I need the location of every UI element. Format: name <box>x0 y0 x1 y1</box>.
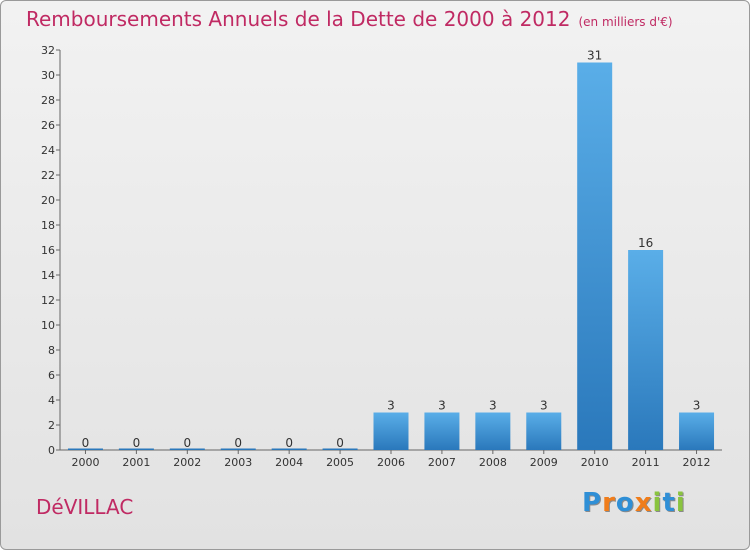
x-tick-label: 2006 <box>377 456 405 469</box>
y-tick-label: 4 <box>48 394 55 407</box>
bar <box>424 412 460 450</box>
bar <box>475 412 511 450</box>
logo-letter: i <box>675 488 686 518</box>
x-tick-label: 2003 <box>224 456 252 469</box>
unit-note: (en milliers d'€) <box>578 15 673 29</box>
y-tick-label: 0 <box>48 444 55 457</box>
chart-title-block: Remboursements Annuels de la Dette de 20… <box>26 7 673 31</box>
logo-letter: r <box>602 488 616 518</box>
data-label: 0 <box>133 436 141 450</box>
logo-letter: P <box>582 488 603 518</box>
data-label: 0 <box>336 436 344 450</box>
x-tick-label: 2000 <box>71 456 99 469</box>
bar <box>271 448 307 450</box>
y-tick-label: 18 <box>41 219 55 232</box>
y-tick-label: 28 <box>41 94 55 107</box>
x-tick-label: 2007 <box>428 456 456 469</box>
x-tick-label: 2001 <box>122 456 150 469</box>
bar <box>169 448 205 450</box>
x-tick-label: 2004 <box>275 456 303 469</box>
y-tick-label: 6 <box>48 369 55 382</box>
data-label: 3 <box>693 399 701 413</box>
y-tick-label: 10 <box>41 319 55 332</box>
data-label: 3 <box>540 399 548 413</box>
y-tick-label: 16 <box>41 244 55 257</box>
data-label: 0 <box>82 436 90 450</box>
data-label: 0 <box>285 436 293 450</box>
data-label: 3 <box>387 399 395 413</box>
data-label: 0 <box>183 436 191 450</box>
x-tick-label: 2011 <box>632 456 660 469</box>
bar <box>526 412 562 450</box>
y-tick-label: 12 <box>41 294 55 307</box>
y-tick-label: 32 <box>41 44 55 57</box>
x-tick-label: 2008 <box>479 456 507 469</box>
y-tick-label: 8 <box>48 344 55 357</box>
data-label: 3 <box>438 399 446 413</box>
x-tick-label: 2009 <box>530 456 558 469</box>
data-label: 31 <box>587 49 602 63</box>
y-tick-label: 24 <box>41 144 55 157</box>
x-tick-label: 2002 <box>173 456 201 469</box>
proxiti-logo: Proxiti <box>582 488 686 518</box>
logo-letter: i <box>652 488 663 518</box>
y-tick-label: 2 <box>48 419 55 432</box>
bar <box>679 412 715 450</box>
bar <box>118 448 154 450</box>
y-tick-label: 20 <box>41 194 55 207</box>
bar <box>628 250 664 450</box>
data-label: 3 <box>489 399 497 413</box>
x-tick-label: 2010 <box>581 456 609 469</box>
bar <box>67 448 103 450</box>
logo-letter: t <box>662 488 676 518</box>
x-tick-label: 2012 <box>683 456 711 469</box>
y-tick-label: 22 <box>41 169 55 182</box>
bar <box>373 412 409 450</box>
bar <box>322 448 358 450</box>
commune-name: DéVILLAC <box>36 495 134 519</box>
chart-title: Remboursements Annuels de la Dette de 20… <box>26 7 571 31</box>
data-label: 16 <box>638 236 653 250</box>
bar <box>577 62 613 450</box>
y-tick-label: 14 <box>41 269 55 282</box>
logo-letter: o <box>615 488 635 518</box>
bar <box>220 448 256 450</box>
x-tick-label: 2005 <box>326 456 354 469</box>
logo-letter: x <box>634 488 653 518</box>
y-tick-label: 30 <box>41 69 55 82</box>
y-tick-label: 26 <box>41 119 55 132</box>
data-label: 0 <box>234 436 242 450</box>
